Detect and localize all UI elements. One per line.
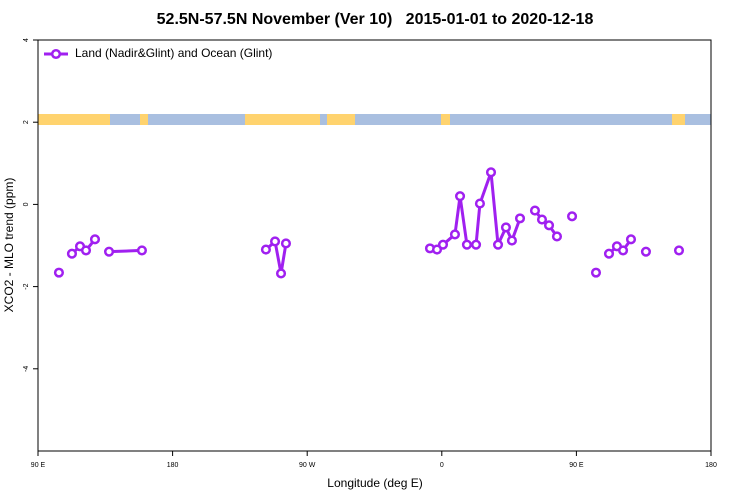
data-point [500, 222, 512, 233]
data-point [80, 245, 92, 256]
data-point [625, 234, 637, 245]
data-point [53, 267, 64, 278]
data-point [461, 239, 472, 250]
data-line [108, 248, 142, 254]
data-point [492, 239, 504, 250]
data-point [260, 244, 271, 255]
data-point [506, 235, 517, 246]
data-point [543, 220, 555, 231]
x-tick-label: 90 W [299, 462, 316, 469]
y-tick-label: -4 [23, 366, 30, 372]
chart-title: 52.5N-57.5N November (Ver 10) 2015-01-01… [157, 11, 594, 28]
data-point [269, 236, 281, 247]
x-tick-label: 90 E [31, 462, 46, 469]
data-point [66, 248, 77, 259]
land-ocean-band [38, 114, 711, 125]
x-tick-label: 90 E [569, 462, 584, 469]
data-point [640, 246, 651, 257]
x-tick-label: 0 [440, 462, 444, 469]
data-line [264, 239, 288, 275]
data-point [437, 239, 449, 250]
data-point [551, 231, 563, 242]
data-point [280, 238, 292, 249]
data-point [673, 245, 685, 256]
legend-marker [50, 48, 62, 60]
data-point [275, 268, 287, 279]
data-point [529, 205, 541, 216]
data-point [136, 245, 147, 256]
y-tick-label: -2 [23, 283, 30, 289]
y-axis-label: XCO2 - MLO trend (ppm) [2, 178, 16, 313]
data-point [431, 244, 443, 255]
data-point [618, 245, 629, 256]
y-tick-label: 2 [23, 120, 30, 124]
data-line [429, 170, 522, 252]
x-tick-label: 180 [167, 462, 179, 469]
data-point [474, 198, 485, 209]
data-point [536, 214, 548, 225]
data-point [485, 167, 497, 178]
data-point [590, 267, 602, 278]
data-point [603, 248, 615, 259]
x-tick-label: 180 [705, 462, 717, 469]
x-axis-label: Longitude (deg E) [327, 476, 422, 490]
data-point [470, 239, 482, 250]
y-tick-label: 0 [23, 202, 30, 206]
data-point [449, 229, 461, 240]
y-tick-label: 4 [23, 38, 30, 42]
data-point [89, 234, 101, 245]
plot-frame [37, 39, 712, 452]
data-point [454, 191, 466, 202]
data-point [567, 211, 578, 222]
data-point [514, 213, 526, 224]
data-point [103, 246, 115, 257]
legend-label: Land (Nadir&Glint) and Ocean (Glint) [75, 46, 272, 60]
